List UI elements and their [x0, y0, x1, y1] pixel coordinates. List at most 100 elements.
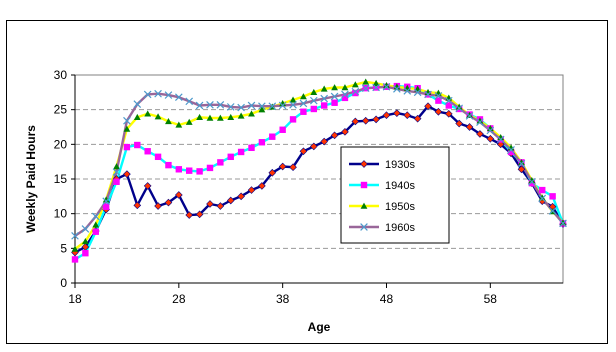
data-point — [518, 158, 525, 166]
data-point — [186, 167, 193, 174]
data-point — [206, 114, 214, 121]
data-point — [113, 178, 120, 185]
data-point — [330, 131, 339, 140]
data-point — [227, 113, 235, 121]
x-tick-label: 38 — [276, 292, 290, 306]
data-point — [309, 142, 318, 151]
data-point — [538, 194, 546, 201]
data-point — [227, 153, 234, 161]
data-point — [143, 90, 152, 99]
data-point — [102, 197, 110, 206]
legend-label: 1950s — [385, 201, 415, 213]
data-point — [175, 121, 183, 128]
data-point — [320, 137, 329, 146]
data-point — [226, 196, 235, 205]
data-point — [206, 100, 214, 109]
data-point — [71, 232, 79, 240]
data-point — [92, 228, 99, 235]
legend-swatch-marker — [360, 160, 368, 168]
y-tick-label: 10 — [54, 207, 68, 221]
x-tick-label: 18 — [68, 292, 82, 306]
data-point — [382, 82, 391, 91]
data-point — [289, 163, 297, 172]
data-point — [82, 249, 89, 257]
data-point — [310, 88, 318, 96]
data-point — [445, 102, 452, 109]
data-point — [216, 100, 225, 109]
data-point — [195, 101, 204, 110]
data-point — [299, 99, 308, 108]
line-chart: 0 5 10 15 20 25 30 18 28 38 48 58 Age Weekly Paid … — [24, 68, 567, 334]
data-point — [71, 245, 79, 252]
series-lines — [74, 80, 565, 261]
data-point — [361, 84, 370, 92]
data-point — [206, 164, 214, 172]
data-point — [413, 88, 422, 97]
data-point — [455, 103, 463, 110]
data-point — [247, 101, 256, 110]
data-point — [517, 159, 526, 168]
data-point — [476, 130, 484, 138]
data-point — [320, 102, 328, 109]
data-point — [195, 210, 204, 219]
data-point — [269, 133, 276, 140]
data-point — [517, 165, 526, 174]
data-point — [175, 93, 183, 102]
data-point — [310, 105, 318, 113]
legend-swatch-marker — [360, 202, 368, 209]
data-point — [466, 111, 473, 118]
data-point — [248, 144, 255, 151]
data-point — [434, 107, 443, 116]
data-point — [403, 111, 412, 120]
data-point — [185, 211, 194, 219]
data-point — [372, 115, 380, 124]
series-markers — [71, 78, 567, 263]
data-point — [154, 153, 162, 161]
data-point — [362, 78, 370, 85]
data-point — [548, 207, 557, 215]
x-axis: 18 28 38 48 58 — [68, 282, 563, 306]
data-point — [382, 111, 391, 120]
data-point — [258, 102, 266, 111]
data-point — [393, 109, 401, 117]
legend-swatch-marker — [360, 223, 368, 231]
data-point — [247, 186, 256, 194]
data-point — [538, 194, 547, 203]
data-point — [175, 166, 183, 173]
data-point — [81, 225, 90, 233]
data-point — [372, 83, 380, 92]
data-point — [268, 168, 277, 177]
data-point — [278, 162, 287, 171]
data-point — [528, 177, 536, 186]
data-point — [299, 147, 308, 156]
data-point — [112, 168, 121, 176]
legend: 1930s 1940s 1950s 1960s — [340, 146, 450, 244]
y-axis-title: Weekly Paid Hours — [24, 125, 38, 233]
legend-swatch-marker — [360, 181, 368, 189]
data-point — [102, 203, 110, 210]
data-point — [549, 193, 556, 200]
data-point — [289, 116, 297, 123]
data-point — [507, 148, 515, 156]
data-point — [206, 200, 214, 208]
data-point — [185, 97, 194, 106]
data-point — [196, 113, 203, 121]
data-point — [413, 114, 422, 123]
data-point — [341, 128, 349, 136]
data-point — [164, 91, 173, 99]
data-point — [383, 82, 390, 89]
data-point — [289, 96, 297, 103]
data-point — [113, 163, 120, 170]
data-point — [123, 125, 131, 132]
legend-label: 1960s — [385, 222, 415, 234]
data-point — [434, 91, 443, 100]
data-point — [258, 182, 266, 190]
data-point — [185, 118, 193, 125]
y-tick-label: 20 — [54, 137, 68, 151]
data-point — [352, 89, 359, 97]
data-point — [81, 238, 89, 245]
data-point — [258, 106, 266, 113]
data-point — [175, 191, 183, 199]
x-tick-label: 28 — [172, 292, 186, 306]
data-point — [455, 104, 463, 113]
